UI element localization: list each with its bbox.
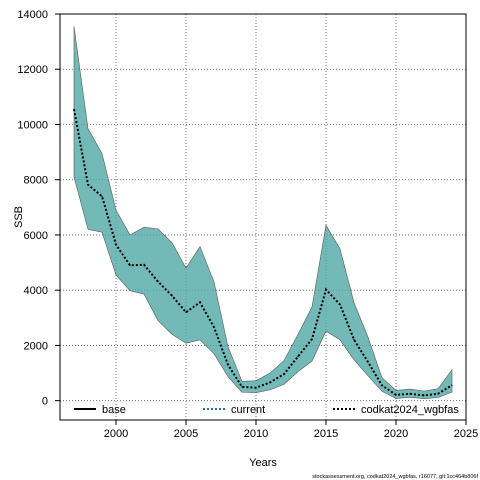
x-tick-label: 2010 (244, 428, 268, 440)
data-point (423, 394, 425, 397)
legend-label-current: current (231, 404, 265, 416)
data-point (451, 384, 453, 386)
y-tick-label: 2000 (24, 340, 48, 352)
data-point (115, 244, 117, 246)
data-point (241, 386, 243, 388)
data-point (437, 393, 439, 395)
data-point (297, 355, 299, 358)
legend-label-base: base (102, 404, 126, 416)
data-point (213, 326, 215, 328)
data-point (311, 338, 313, 340)
series-lines (73, 108, 453, 397)
data-point (129, 264, 131, 266)
grid-lines (60, 13, 467, 420)
y-tick-label: 10000 (17, 119, 48, 131)
data-point (157, 281, 159, 283)
y-tick-label: 4000 (24, 285, 48, 297)
x-tick-label: 2015 (314, 428, 338, 440)
data-point (381, 384, 383, 387)
x-axis-title: Years (249, 457, 277, 469)
y-axis: 0 2000 4000 6000 8000 10000 12000 14000 (17, 9, 60, 408)
data-point (395, 394, 397, 396)
x-axis: 2000 2005 2010 2015 2020 2025 (104, 420, 478, 440)
legend: base current codkat2024_wgbfas (74, 404, 459, 416)
data-point (199, 301, 201, 303)
x-tick-label: 2020 (384, 428, 408, 440)
data-point (73, 108, 75, 110)
data-point (185, 311, 187, 313)
y-tick-label: 6000 (24, 230, 48, 242)
y-tick-label: 0 (42, 396, 48, 408)
watermark-text: stockassessment.org, codkat2024_wgbfas, … (312, 474, 478, 480)
confidence-band (73, 26, 453, 400)
data-point (367, 361, 369, 363)
y-tick-label: 14000 (17, 9, 48, 21)
series-line-codkat2024_wgbfas (73, 109, 453, 397)
data-point (269, 381, 271, 384)
x-tick-label: 2005 (174, 428, 198, 440)
y-axis-title: SSB (13, 206, 25, 228)
y-tick-label: 8000 (24, 175, 48, 187)
data-point (409, 393, 411, 395)
data-point (339, 303, 341, 306)
y-tick-label: 12000 (17, 64, 48, 76)
x-tick-label: 2025 (454, 428, 478, 440)
data-point (87, 184, 89, 186)
data-point (171, 295, 173, 297)
data-point (283, 373, 285, 375)
data-point (255, 387, 257, 389)
x-tick-label: 2000 (104, 428, 128, 440)
data-point (101, 195, 103, 197)
data-point (353, 339, 355, 341)
plot-frame (59, 13, 467, 421)
data-point (325, 289, 327, 291)
data-point (227, 364, 229, 366)
data-point (143, 264, 145, 266)
legend-label-codkat2024_wgbfas: codkat2024_wgbfas (361, 404, 459, 416)
